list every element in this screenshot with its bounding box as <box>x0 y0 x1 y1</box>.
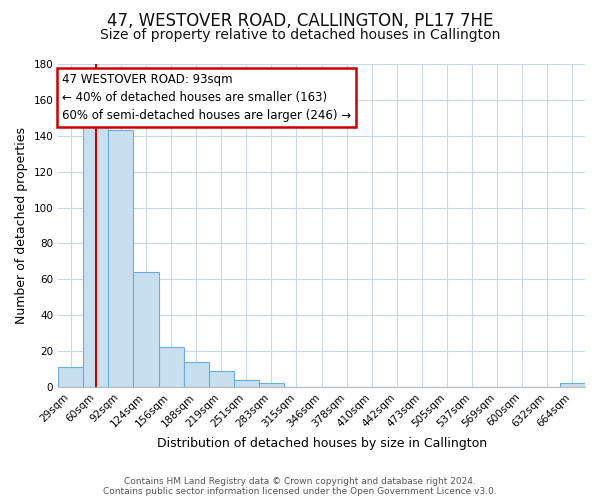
Bar <box>133 272 158 387</box>
Bar <box>184 362 209 387</box>
Bar <box>83 118 109 387</box>
Text: 47, WESTOVER ROAD, CALLINGTON, PL17 7HE: 47, WESTOVER ROAD, CALLINGTON, PL17 7HE <box>107 12 493 30</box>
Bar <box>158 348 184 387</box>
Bar <box>234 380 259 387</box>
Bar <box>560 384 585 387</box>
Text: Size of property relative to detached houses in Callington: Size of property relative to detached ho… <box>100 28 500 42</box>
Bar <box>259 384 284 387</box>
Y-axis label: Number of detached properties: Number of detached properties <box>15 127 28 324</box>
Text: 47 WESTOVER ROAD: 93sqm
← 40% of detached houses are smaller (163)
60% of semi-d: 47 WESTOVER ROAD: 93sqm ← 40% of detache… <box>62 73 351 122</box>
Text: Contains HM Land Registry data © Crown copyright and database right 2024.
Contai: Contains HM Land Registry data © Crown c… <box>103 476 497 496</box>
Bar <box>58 367 83 387</box>
Bar <box>209 371 234 387</box>
Bar <box>109 130 133 387</box>
X-axis label: Distribution of detached houses by size in Callington: Distribution of detached houses by size … <box>157 437 487 450</box>
